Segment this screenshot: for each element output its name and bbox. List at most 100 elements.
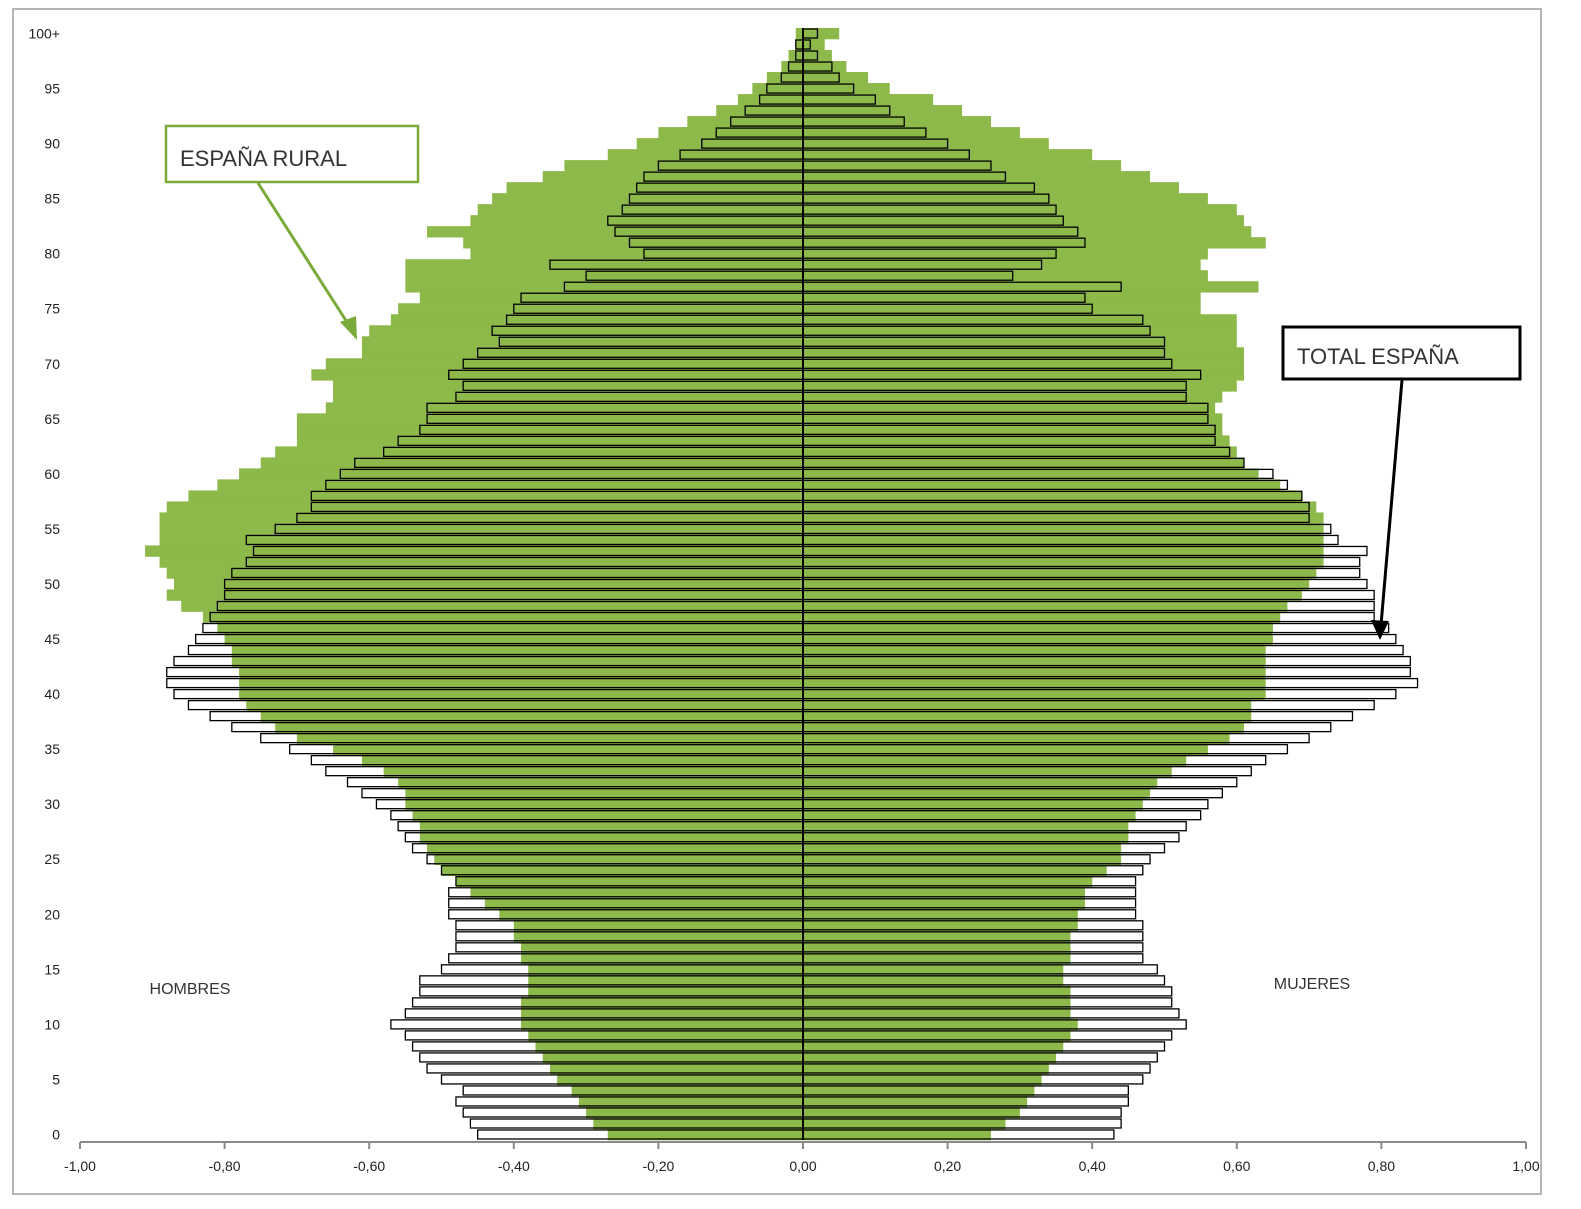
rural-bar-men bbox=[564, 160, 803, 172]
y-tick-label: 45 bbox=[44, 631, 60, 647]
rural-bar-women bbox=[803, 831, 1129, 844]
rural-bar-women bbox=[803, 1018, 1078, 1031]
rural-bar-men bbox=[405, 259, 803, 271]
rural-bar-women bbox=[803, 94, 934, 106]
rural-bar-women bbox=[803, 391, 1223, 403]
rural-bar-women bbox=[803, 853, 1122, 866]
rural-bar-men bbox=[325, 358, 803, 370]
rural-bar-women bbox=[803, 633, 1273, 645]
rural-bar-men bbox=[217, 479, 803, 491]
rural-bar-men bbox=[159, 556, 803, 568]
rural-bar-women bbox=[803, 281, 1259, 293]
rural-bar-men bbox=[636, 138, 803, 150]
rural-bar-men bbox=[159, 534, 803, 546]
rural-bar-women bbox=[803, 919, 1078, 932]
rural-bar-men bbox=[557, 1073, 803, 1086]
y-tick-label: 20 bbox=[44, 906, 60, 922]
rural-bar-men bbox=[513, 930, 803, 943]
rural-bar-women bbox=[803, 182, 1179, 194]
rural-bar-women bbox=[803, 765, 1172, 777]
rural-bar-men bbox=[231, 644, 803, 656]
rural-bar-women bbox=[803, 358, 1245, 370]
rural-bar-women bbox=[803, 116, 991, 128]
y-tick-label: 90 bbox=[44, 136, 60, 152]
rural-bar-women bbox=[803, 501, 1317, 513]
rural-bar-men bbox=[405, 270, 803, 282]
rural-bar-men bbox=[383, 765, 803, 777]
rural-bar-men bbox=[521, 1018, 803, 1031]
rural-bar-women bbox=[803, 930, 1071, 943]
rural-bar-women bbox=[803, 490, 1302, 502]
rural-bar-women bbox=[803, 270, 1208, 282]
rural-bar-men bbox=[521, 1007, 803, 1020]
y-tick-label: 70 bbox=[44, 356, 60, 372]
y-tick-label: 40 bbox=[44, 686, 60, 702]
y-tick-label: 55 bbox=[44, 521, 60, 537]
rural-bar-men bbox=[405, 798, 803, 810]
rural-bar-women bbox=[803, 512, 1324, 524]
rural-bar-men bbox=[260, 710, 803, 722]
rural-bar-women bbox=[803, 941, 1071, 954]
rural-bar-men bbox=[275, 446, 804, 458]
rural-bar-women bbox=[803, 204, 1237, 216]
rural-bar-women bbox=[803, 776, 1158, 788]
rural-bar-men bbox=[737, 94, 803, 106]
rural-bar-men bbox=[549, 1062, 803, 1075]
rural-bar-men bbox=[506, 182, 803, 194]
rural-bar-women bbox=[803, 567, 1317, 579]
rural-bar-men bbox=[296, 732, 803, 744]
rural-bar-women bbox=[803, 424, 1223, 436]
rural-bar-men bbox=[275, 721, 804, 733]
y-tick-label: 15 bbox=[44, 961, 60, 977]
rural-bar-women bbox=[803, 402, 1216, 414]
rural-bar-men bbox=[781, 61, 803, 73]
rural-bar-men bbox=[542, 171, 803, 183]
rural-bar-men bbox=[296, 424, 803, 436]
rural-bar-men bbox=[419, 831, 803, 844]
rural-bar-men bbox=[311, 369, 803, 381]
rural-bar-women bbox=[803, 1095, 1028, 1108]
total-callout-box bbox=[1281, 325, 1522, 381]
x-tick-label: 0,20 bbox=[934, 1158, 961, 1174]
rural-bar-men bbox=[463, 237, 803, 249]
rural-bar-men bbox=[239, 468, 803, 480]
y-tick-label: 35 bbox=[44, 741, 60, 757]
rural-bar-women bbox=[803, 325, 1237, 337]
rural-bar-men bbox=[492, 193, 803, 205]
rural-bar-men bbox=[427, 842, 803, 855]
rural-bar-women bbox=[803, 875, 1093, 888]
rural-bar-men bbox=[412, 809, 803, 822]
rural-bar-women bbox=[803, 842, 1122, 855]
rural-bar-men bbox=[217, 622, 803, 634]
rural-bar-men bbox=[159, 512, 803, 524]
x-tick-label: 0,80 bbox=[1368, 1158, 1395, 1174]
y-tick-label: 5 bbox=[52, 1071, 60, 1087]
rural-bar-women bbox=[803, 160, 1122, 172]
x-tick-label: -0,20 bbox=[642, 1158, 674, 1174]
rural-bar-women bbox=[803, 996, 1071, 1009]
y-tick-label: 65 bbox=[44, 411, 60, 427]
y-tick-label: 25 bbox=[44, 851, 60, 867]
rural-bar-men bbox=[419, 292, 803, 304]
rural-bar-women bbox=[803, 413, 1223, 425]
rural-bar-women bbox=[803, 27, 840, 40]
rural-bar-women bbox=[803, 138, 1049, 150]
rural-bar-men bbox=[405, 281, 803, 293]
rural-bar-women bbox=[803, 952, 1071, 965]
rural-bar-men bbox=[166, 567, 803, 579]
rural-bar-women bbox=[803, 754, 1187, 766]
rural-bar-men bbox=[521, 941, 803, 954]
rural-bar-women bbox=[803, 1062, 1049, 1075]
rural-bar-men bbox=[766, 72, 803, 84]
y-tick-label: 80 bbox=[44, 246, 60, 262]
rural-bar-women bbox=[803, 1007, 1071, 1020]
rural-callout-label: ESPAÑA RURAL bbox=[180, 146, 347, 171]
rural-bar-women bbox=[803, 72, 869, 84]
rural-bar-men bbox=[455, 875, 803, 888]
rural-bar-men bbox=[361, 336, 803, 348]
rural-bar-men bbox=[658, 127, 803, 139]
rural-bar-women bbox=[803, 468, 1259, 480]
rural-bar-women bbox=[803, 578, 1310, 590]
rural-bar-men bbox=[159, 523, 803, 535]
rural-bar-women bbox=[803, 523, 1324, 535]
